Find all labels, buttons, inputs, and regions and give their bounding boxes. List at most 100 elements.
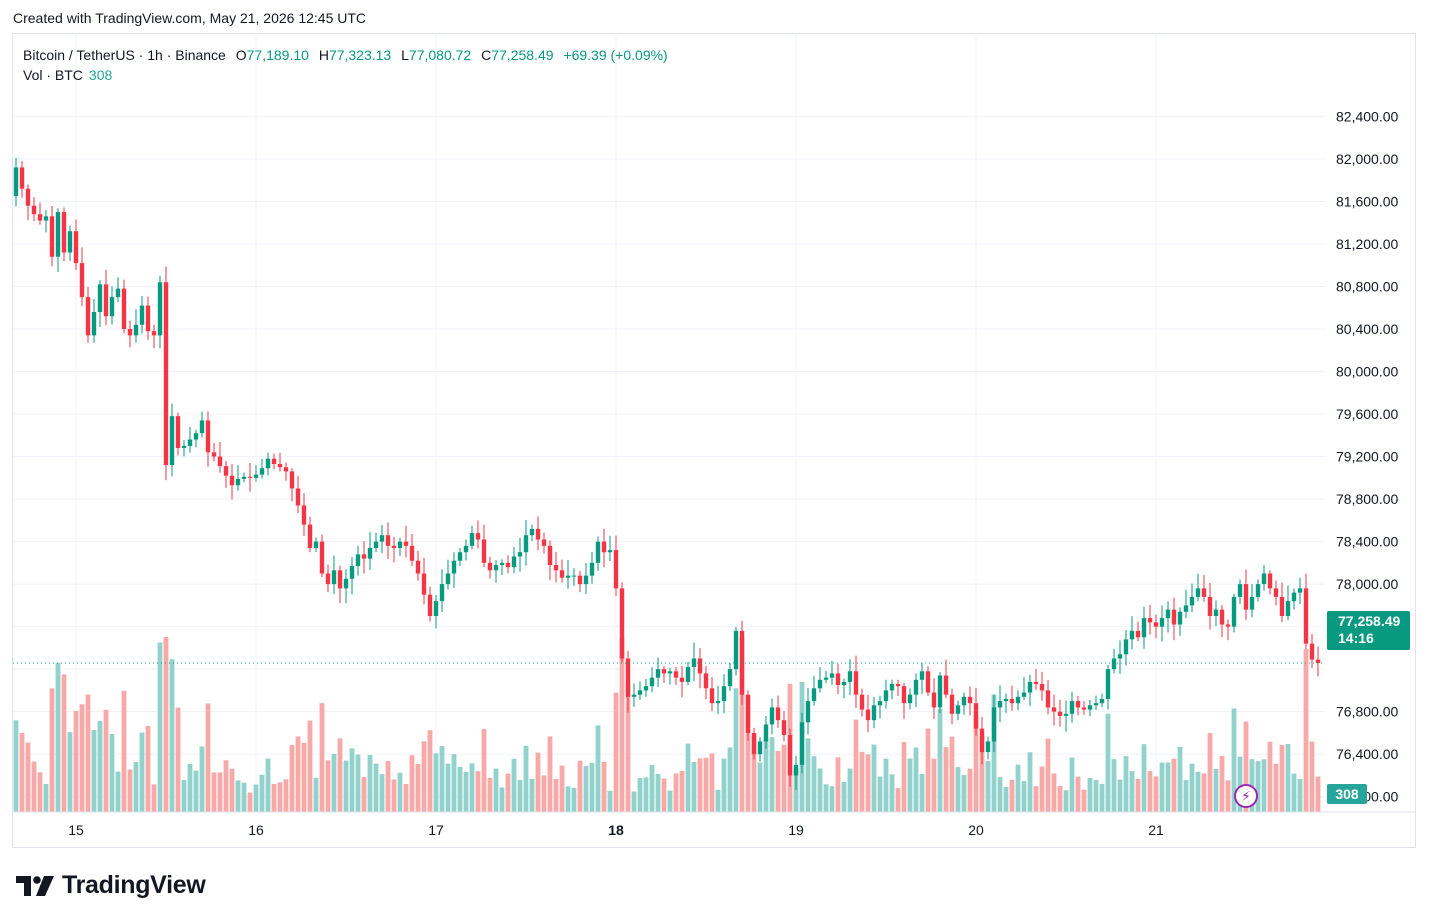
volume-bar (379, 774, 385, 812)
x-tick-label: 20 (968, 822, 984, 838)
volume-bar (1039, 766, 1045, 812)
candle-body (925, 671, 931, 693)
volume-bar (1141, 744, 1147, 812)
volume-bars (13, 637, 1321, 812)
candle-body (385, 535, 391, 546)
y-tick-label: 81,600.00 (1336, 193, 1398, 209)
candle-body (19, 167, 25, 189)
candle-body (463, 545, 469, 553)
candle-body (43, 216, 49, 221)
volume-bar (475, 771, 481, 812)
volume-bar (643, 777, 649, 812)
volume-bar (661, 778, 667, 812)
volume-bar (19, 732, 25, 812)
candle-body (1285, 601, 1291, 617)
candle-body (907, 694, 913, 704)
volume-bar (1291, 773, 1297, 812)
volume-bar (763, 738, 769, 812)
candle-body (943, 675, 949, 695)
candle-body (589, 562, 595, 576)
volume-bar (241, 782, 247, 812)
candle-body (541, 539, 547, 546)
volume-bar (1201, 773, 1207, 812)
price-chart[interactable]: 82,400.00 82,000.00 81,600.00 81,200.00 80,8… (13, 34, 1415, 846)
candle-body (1231, 596, 1237, 627)
volume-bar (313, 777, 319, 812)
candle-body (157, 282, 163, 336)
candle-body (1267, 573, 1273, 589)
lightning-bolt-icon[interactable]: ⚡ (1234, 784, 1258, 808)
volume-bar (895, 788, 901, 812)
candle-body (355, 554, 361, 567)
candle-body (709, 688, 715, 704)
candle-body (151, 331, 157, 336)
volume-bar (517, 779, 523, 812)
candle-body (145, 305, 151, 332)
candle-body (403, 541, 409, 546)
candle-body (769, 707, 775, 725)
candle-body (883, 690, 889, 702)
candle-body (367, 547, 373, 559)
candle-body (547, 545, 553, 565)
candle-body (763, 724, 769, 742)
volume-bar (175, 707, 181, 812)
y-tick-label: 79,200.00 (1336, 449, 1398, 465)
candle-body (109, 297, 115, 317)
volume-label[interactable]: Vol · BTC (23, 67, 83, 83)
candle-body (1099, 698, 1105, 704)
close-label: C (481, 47, 492, 63)
y-tick-label: 79,600.00 (1336, 406, 1398, 422)
candle-body (169, 416, 175, 466)
candle-body (265, 458, 271, 469)
volume-bar (121, 690, 127, 812)
volume-bar (1153, 776, 1159, 812)
candle-body (1249, 596, 1255, 610)
volume-bar (667, 790, 673, 812)
volume-bar (265, 758, 271, 812)
volume-bar (1255, 761, 1261, 812)
volume-bar (907, 758, 913, 812)
candle-body (607, 550, 613, 553)
candle-body (103, 284, 109, 317)
candle-body (973, 703, 979, 729)
volume-bar (499, 787, 505, 812)
x-tick-label: 19 (788, 822, 804, 838)
volume-bar (865, 754, 871, 812)
candle-body (613, 550, 619, 589)
y-tick-label: 76,400.00 (1336, 746, 1398, 762)
candle-body (697, 658, 703, 674)
candle-body (1183, 605, 1189, 612)
symbol-label[interactable]: Bitcoin / TetherUS · 1h · Binance (23, 47, 226, 63)
volume-bar (295, 736, 301, 812)
candle-body (91, 311, 97, 336)
volume-bar (631, 791, 637, 812)
volume-bar (841, 781, 847, 812)
candle-body (415, 560, 421, 574)
volume-bar (139, 732, 145, 812)
volume-bar (889, 774, 895, 812)
candle-body (679, 677, 685, 682)
candle-body (277, 464, 283, 468)
change-value: +69.39 (+0.09%) (563, 47, 668, 63)
candle-body (85, 297, 91, 336)
volume-bar (109, 733, 115, 812)
tradingview-logo[interactable]: TradingView (16, 871, 206, 900)
candle-body (1123, 639, 1129, 655)
candle-body (343, 578, 349, 589)
volume-bar (331, 754, 337, 812)
volume-bar (823, 784, 829, 812)
candle-body (601, 541, 607, 553)
volume-bar (1261, 759, 1267, 812)
volume-value: 308 (88, 67, 113, 83)
candle-body (1027, 681, 1033, 693)
candle-body (1261, 573, 1267, 585)
candle-body (37, 214, 43, 221)
candle-body (283, 467, 289, 472)
candle-body (475, 533, 481, 540)
volume-bar (1303, 649, 1309, 812)
volume-bar (259, 774, 265, 812)
volume-bar (235, 780, 241, 812)
candle-body (223, 466, 229, 476)
candle-body (493, 564, 499, 571)
candle-body (847, 671, 853, 682)
